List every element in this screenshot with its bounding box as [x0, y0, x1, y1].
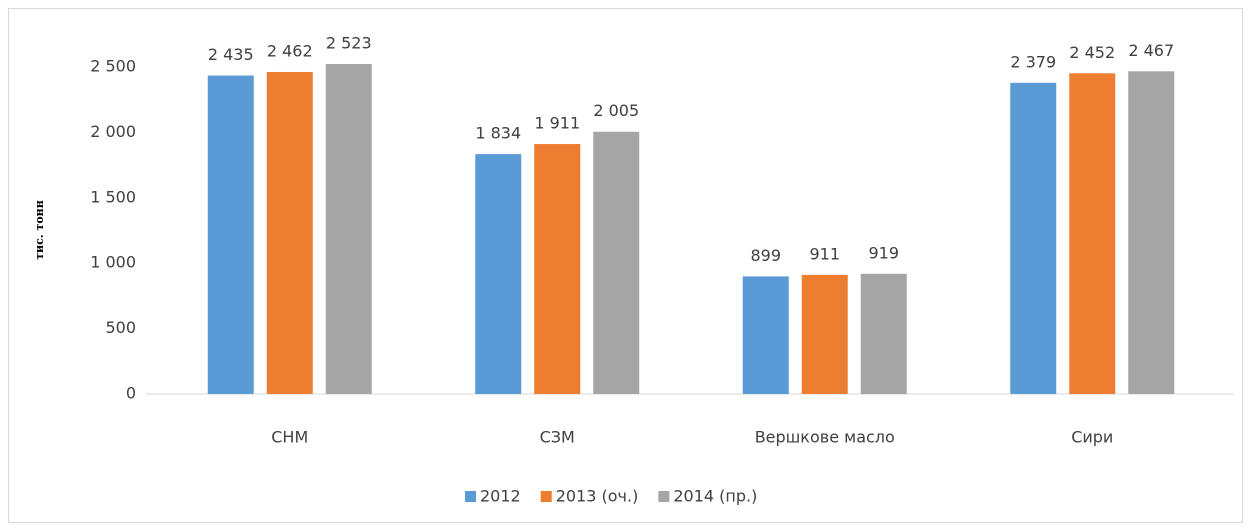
- data-label: 2 462: [267, 41, 313, 60]
- y-axis-label: тис. тонн: [33, 200, 46, 260]
- y-tick-label: 500: [105, 318, 136, 337]
- legend-label: 2013 (оч.): [556, 487, 639, 506]
- y-tick-label: 2 500: [90, 57, 136, 76]
- x-tick-label: Сири: [1071, 428, 1113, 447]
- bar: [1010, 82, 1057, 395]
- y-tick-label: 0: [126, 384, 136, 403]
- y-tick-label: 1 000: [90, 253, 136, 272]
- bar: [266, 71, 313, 394]
- y-tick-label: 1 500: [90, 187, 136, 206]
- bar: [742, 276, 789, 394]
- data-label: 911: [809, 244, 840, 263]
- bar: [534, 144, 581, 394]
- legend-swatch: [465, 491, 476, 502]
- data-label: 2 467: [1128, 41, 1174, 60]
- bar: [207, 75, 254, 394]
- x-tick-label: СЗМ: [540, 428, 575, 447]
- bar: [325, 63, 372, 394]
- bar: [1069, 73, 1116, 395]
- data-label: 2 435: [208, 45, 254, 64]
- bar: [1128, 71, 1175, 394]
- legend-label: 2014 (пр.): [673, 487, 757, 506]
- data-label: 2 005: [593, 101, 639, 120]
- data-label: 2 523: [326, 33, 372, 52]
- y-tick-label: 2 000: [90, 122, 136, 141]
- legend-label: 2012: [480, 487, 521, 506]
- data-label: 899: [750, 246, 781, 265]
- data-label: 1 911: [534, 114, 580, 133]
- legend-swatch: [540, 491, 552, 502]
- bar: [860, 273, 907, 394]
- data-label: 919: [868, 243, 899, 262]
- data-label: 2 452: [1069, 43, 1115, 62]
- bar: [475, 154, 522, 394]
- x-tick-label: СНМ: [271, 428, 308, 447]
- legend-swatch: [658, 491, 670, 502]
- data-label: 1 834: [475, 124, 521, 143]
- data-label: 2 379: [1010, 52, 1056, 71]
- bar: [801, 274, 848, 394]
- x-tick-label: Вершкове масло: [755, 428, 895, 447]
- bar: [593, 131, 640, 394]
